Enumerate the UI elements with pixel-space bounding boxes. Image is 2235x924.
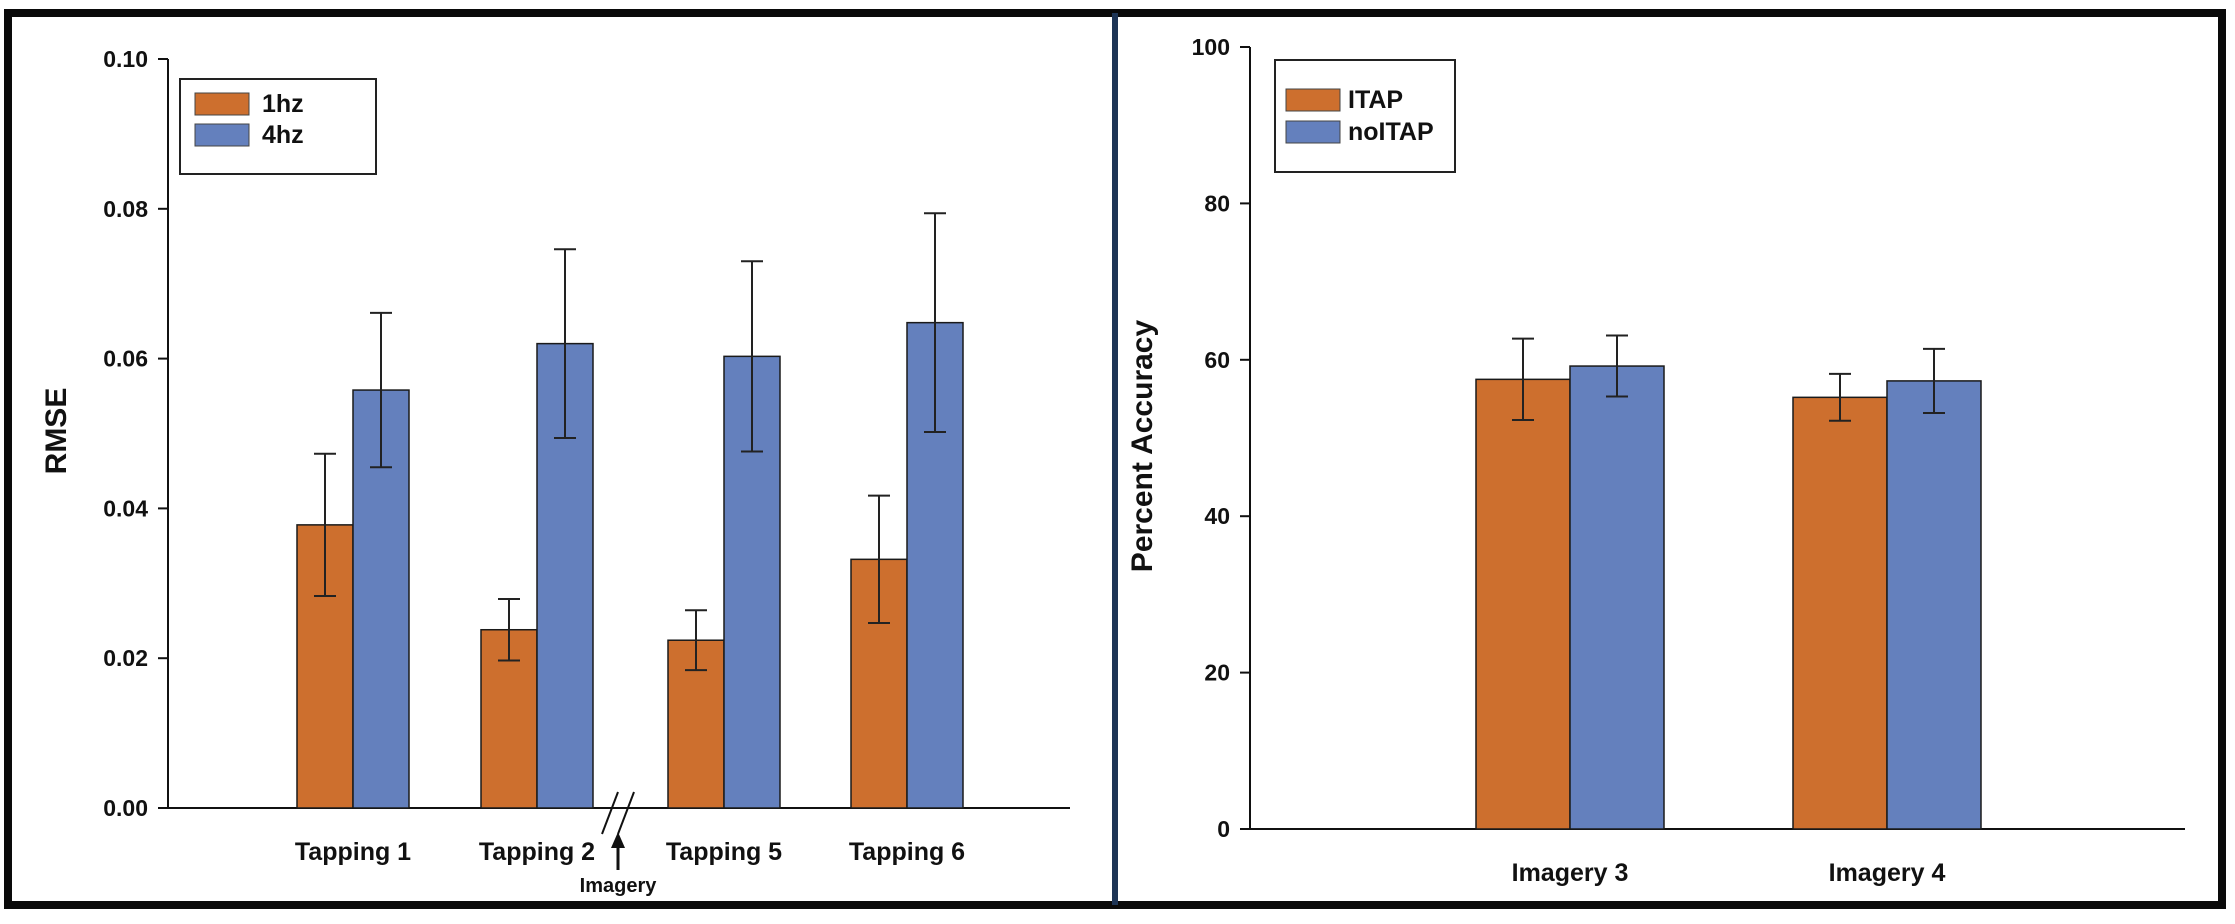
rmse-bar-1hz-tapping-5: [667, 639, 725, 809]
axis-break-marks: [601, 791, 635, 835]
accuracy-category-label: Imagery 4: [1829, 859, 1946, 887]
rmse-y-tick-label: 0.06: [103, 346, 148, 372]
accuracy-legend: ITAP noITAP: [1274, 59, 1456, 173]
rmse-y-tick-label: 0.00: [103, 795, 148, 821]
accuracy-error-bars: [1512, 334, 1945, 422]
accuracy-y-tick-label: 60: [1204, 347, 1230, 373]
rmse-error-bar-1hz-tapping-1: [314, 452, 336, 598]
rmse-legend-label-1hz: 1hz: [262, 90, 304, 118]
accuracy-legend-label-noitap: noITAP: [1348, 118, 1434, 146]
rmse-error-bar-4hz-tapping-5: [741, 260, 763, 453]
imagery-arrow: [611, 832, 625, 870]
rmse-y-ticks: 0.00 0.02 0.04 0.06 0.08 0.10: [103, 46, 168, 821]
rmse-y-tick-label: 0.10: [103, 46, 148, 72]
accuracy-bar-itap-imagery-3: [1475, 378, 1571, 830]
rmse-category-label: Tapping 6: [849, 838, 965, 866]
imagery-annotation: Imagery: [580, 875, 658, 897]
accuracy-y-tick-label: 20: [1204, 660, 1230, 686]
accuracy-error-bar-noitap-imagery-3: [1606, 334, 1628, 398]
rmse-x-ticks: Tapping 1 Tapping 2 Tapping 5 Tapping 6: [295, 838, 965, 866]
rmse-error-bar-4hz-tapping-2: [554, 248, 576, 439]
accuracy-legend-swatch-noitap: [1285, 120, 1341, 144]
rmse-error-bar-4hz-tapping-1: [370, 311, 392, 469]
rmse-chart: 0.000.020.040.060.080.10 Tapping 1 Tappin…: [40, 46, 1070, 897]
rmse-y-tick-label: 0.08: [103, 196, 148, 222]
rmse-error-bar-1hz-tapping-5: [685, 609, 707, 672]
accuracy-legend-box: [1274, 59, 1456, 173]
accuracy-y-axis-title: Percent Accuracy: [1126, 320, 1159, 573]
rmse-category-label: Tapping 1: [295, 838, 411, 866]
rmse-legend-swatch-1hz: [194, 92, 250, 116]
accuracy-chart: 0 20 40 60 80 100 Imagery 3 Imagery 4 Percent …: [1126, 34, 2185, 887]
accuracy-legend-swatch-itap: [1285, 88, 1341, 112]
rmse-legend: 1hz 4hz: [179, 78, 377, 175]
accuracy-y-tick-label: 40: [1204, 503, 1230, 529]
rmse-error-bar-4hz-tapping-6: [924, 212, 946, 434]
accuracy-bar-noitap-imagery-3: [1569, 365, 1665, 830]
rmse-error-bar-1hz-tapping-6: [868, 494, 890, 624]
rmse-category-label: Tapping 2: [479, 838, 595, 866]
accuracy-error-bar-itap-imagery-4: [1829, 372, 1851, 422]
accuracy-category-label: Imagery 3: [1512, 859, 1629, 887]
rmse-legend-swatch-4hz: [194, 123, 250, 147]
accuracy-y-tick-label: 80: [1204, 190, 1230, 216]
accuracy-bars: [1475, 365, 1982, 830]
accuracy-legend-label-itap: ITAP: [1348, 86, 1403, 114]
rmse-category-label: Tapping 5: [666, 838, 782, 866]
accuracy-error-bar-itap-imagery-3: [1512, 337, 1534, 422]
rmse-bar-1hz-tapping-2: [480, 628, 538, 809]
rmse-y-tick-label: 0.02: [103, 645, 148, 671]
rmse-error-bar-1hz-tapping-2: [498, 598, 520, 662]
accuracy-x-ticks: Imagery 3 Imagery 4: [1512, 859, 1946, 887]
rmse-legend-label-4hz: 4hz: [262, 121, 304, 149]
accuracy-bar-itap-imagery-4: [1792, 396, 1888, 830]
accuracy-y-ticks: 0 20 40 60 80 100: [1192, 34, 1250, 842]
rmse-y-axis-title: RMSE: [40, 388, 73, 475]
rmse-y-tick-label: 0.04: [103, 495, 148, 521]
accuracy-y-tick-label: 100: [1192, 34, 1230, 60]
accuracy-y-tick-label: 0: [1217, 816, 1230, 842]
accuracy-error-bar-noitap-imagery-4: [1923, 347, 1945, 414]
accuracy-bar-noitap-imagery-4: [1886, 380, 1982, 830]
rmse-error-bars: [314, 212, 946, 672]
accuracy-axes: [1249, 47, 2185, 830]
